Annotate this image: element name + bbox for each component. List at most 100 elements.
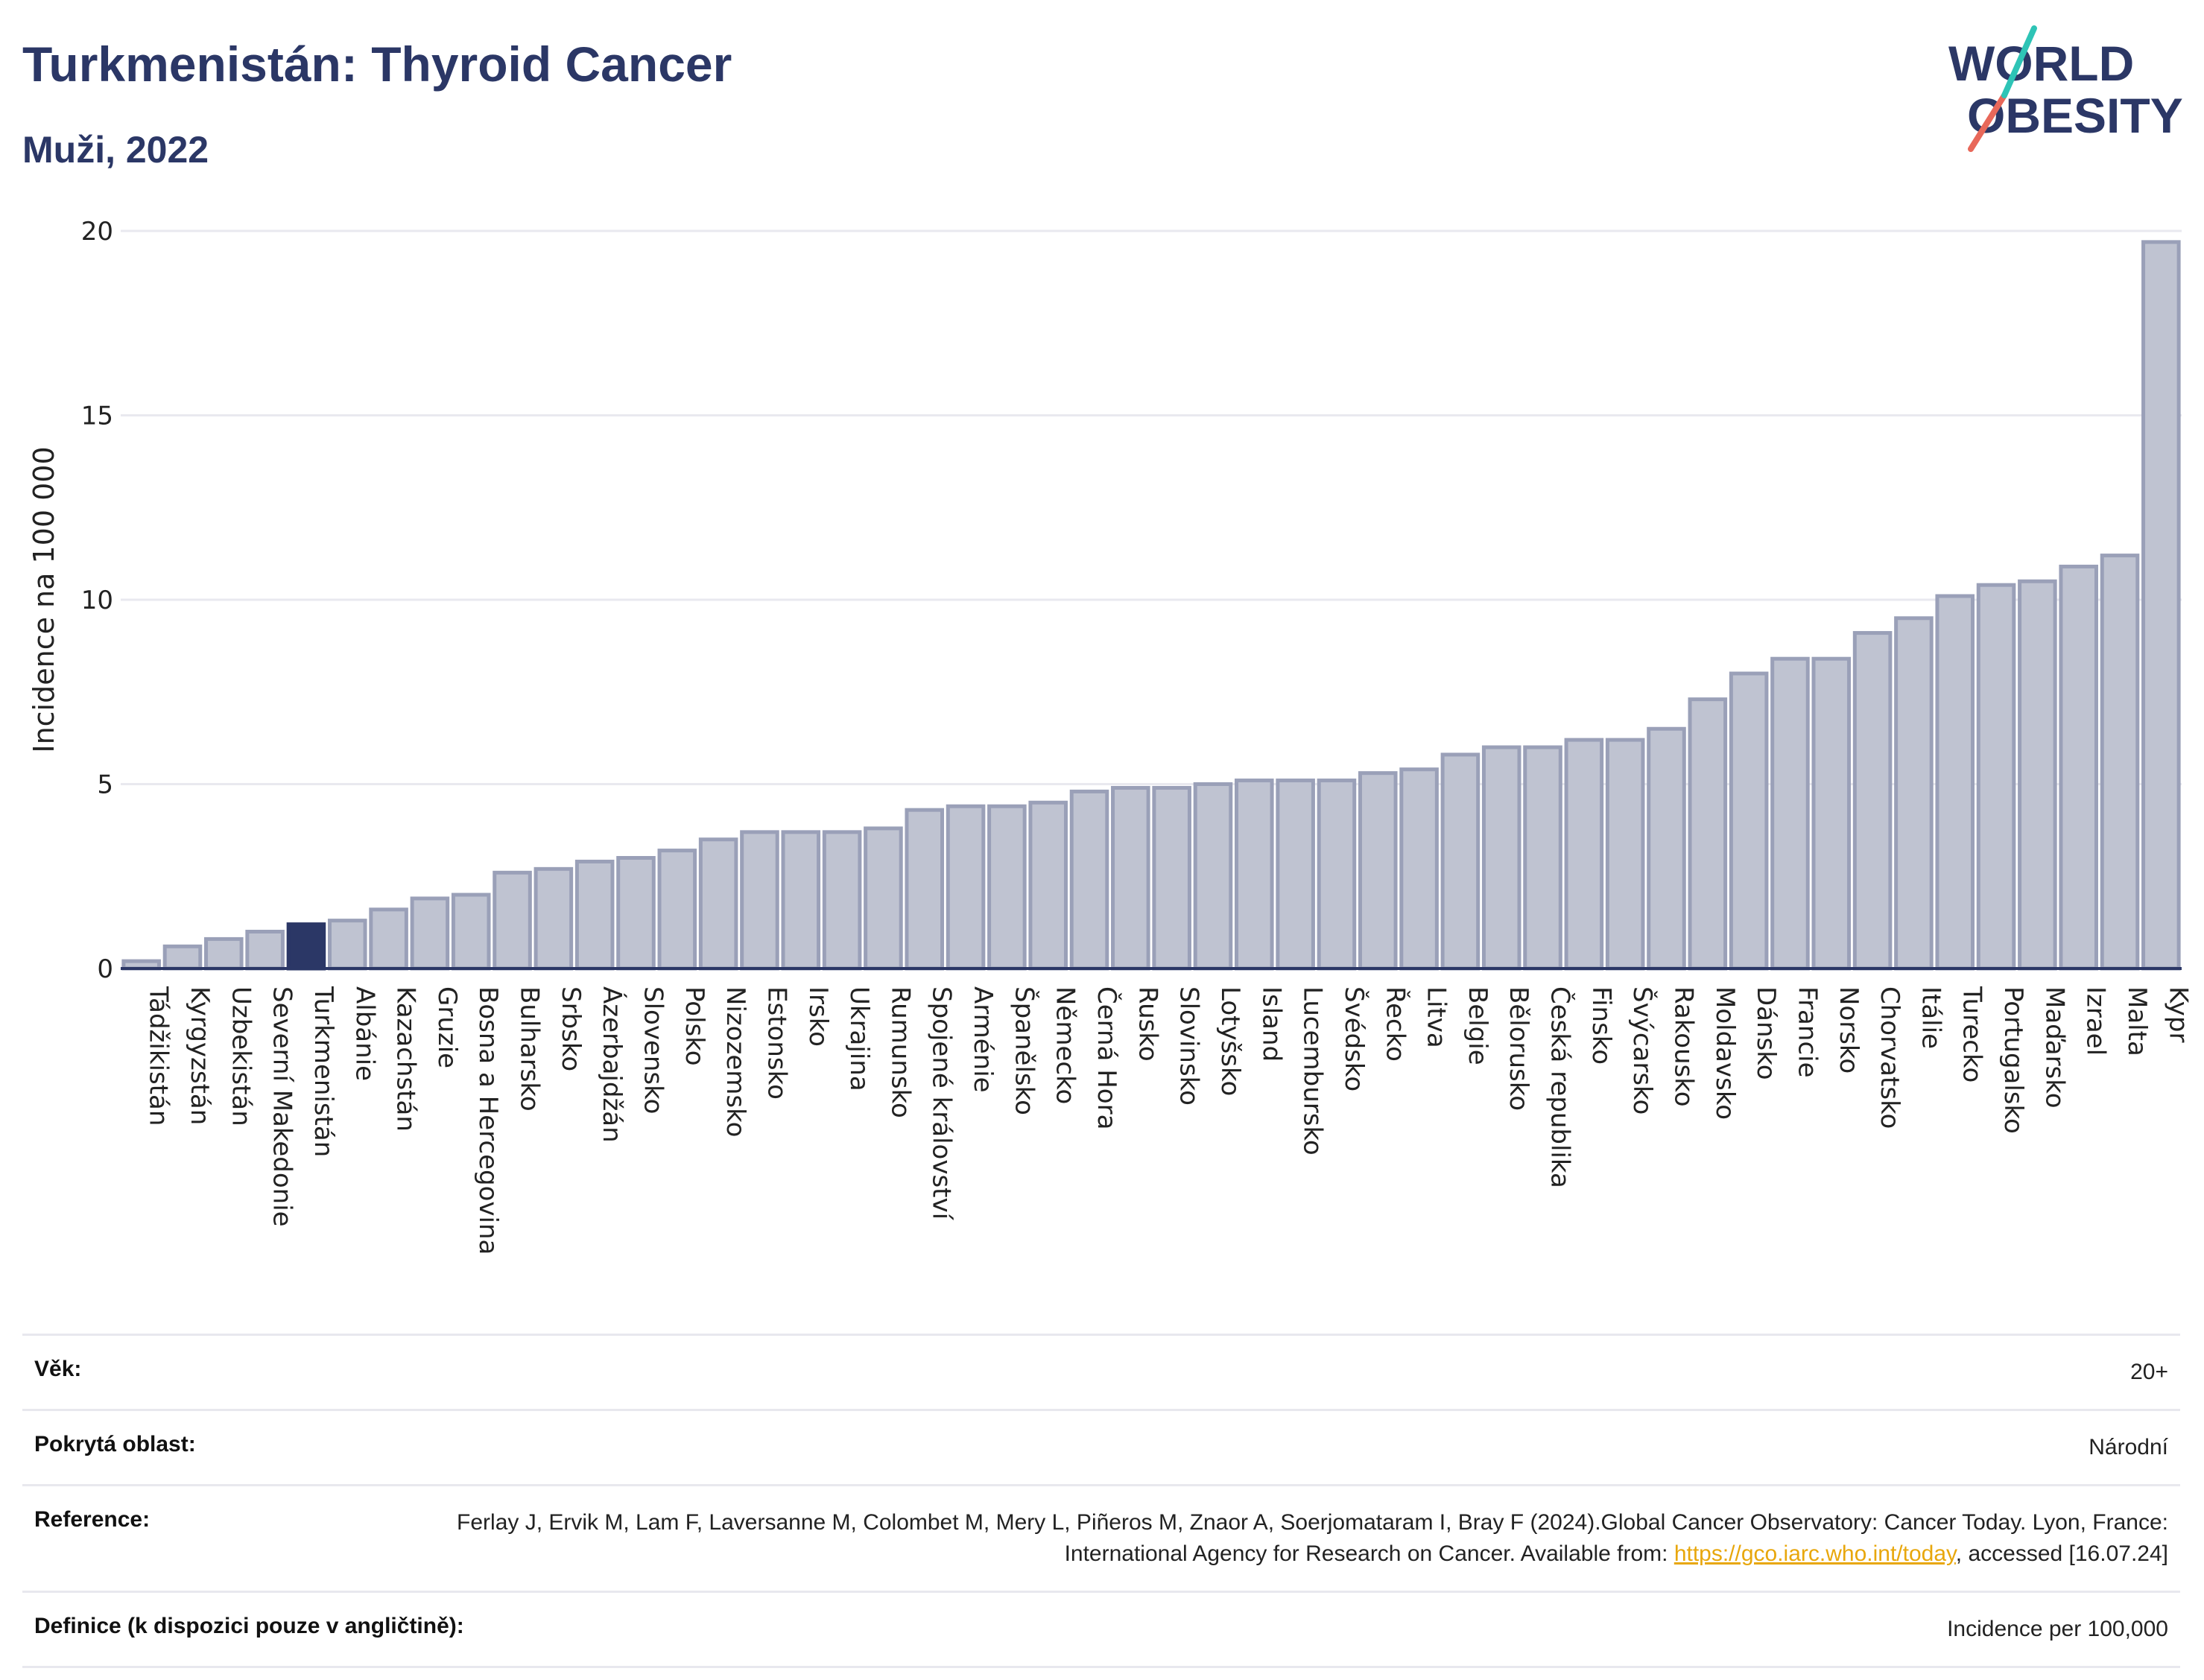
bar — [1564, 738, 1604, 971]
y-tick-label: 0 — [97, 954, 113, 984]
definition-label: Definice (k dispozici pouze v angličtině… — [34, 1614, 464, 1638]
bar — [410, 896, 450, 971]
logo-line1: WORLD — [1948, 36, 2134, 91]
x-tick-label: Švédsko — [1339, 986, 1369, 1091]
bar — [1152, 785, 1191, 971]
info-table: Věk: 20+ Pokrytá oblast: Národní Referen… — [22, 1334, 2180, 1668]
x-tick-label: Bělorusko — [1504, 986, 1533, 1111]
x-tick-label: Itálie — [1916, 986, 1945, 1049]
x-tick-label: Slovinsko — [1174, 986, 1204, 1106]
x-tick-label: Polsko — [680, 986, 709, 1066]
x-tick-label: Norsko — [1834, 986, 1863, 1074]
x-tick-label: Litva — [1422, 986, 1451, 1048]
bar — [616, 856, 656, 971]
x-tick-label: Finsko — [1586, 986, 1616, 1065]
x-tick-label: Švýcarsko — [1627, 986, 1658, 1115]
info-row-definition: Definice (k dispozici pouze v angličtině… — [22, 1591, 2180, 1668]
info-row-reference: Reference: Ferlay J, Ervik M, Lam F, Lav… — [22, 1484, 2180, 1591]
x-tick-label: Kypr — [2163, 986, 2193, 1043]
bar — [245, 930, 285, 971]
x-tick-label: Izrael — [2081, 986, 2111, 1056]
logo-slash-teal — [2001, 25, 2037, 98]
bar — [369, 907, 408, 971]
reference-link[interactable]: https://gco.iarc.who.int/today — [1673, 1541, 1956, 1566]
x-tick-label: Řecko — [1380, 986, 1410, 1062]
world-obesity-logo: WORLD OBESITY — [1948, 25, 2183, 152]
bar — [1688, 697, 1728, 971]
y-tick-label: 15 — [81, 402, 113, 431]
bar — [1976, 583, 2016, 971]
bar — [1235, 779, 1274, 971]
x-axis-ticks: Tádžikistán Kyrgyzstán Uzbekistán Severní M… — [144, 986, 2194, 1255]
definition-value: Incidence per 100,000 — [1947, 1617, 2168, 1641]
x-tick-label: Turkmenistán — [308, 986, 338, 1157]
bar — [1647, 726, 1686, 971]
x-tick-label: Bulharsko — [515, 986, 545, 1112]
x-tick-label: Moldavsko — [1710, 986, 1740, 1120]
bar — [1729, 671, 1769, 971]
x-tick-label: Nizozemsko — [721, 986, 750, 1137]
x-tick-label: Malta — [2122, 986, 2152, 1056]
reference-text-end: , accessed [16.07.24] — [1955, 1541, 2168, 1566]
x-tick-label: Španělsko — [1009, 986, 1039, 1115]
bar — [162, 944, 203, 971]
bar — [574, 859, 615, 971]
x-tick-label: Albánie — [349, 986, 379, 1081]
y-tick-label: 5 — [97, 770, 113, 800]
x-tick-label: Irsko — [803, 986, 833, 1047]
bar — [1399, 767, 1439, 971]
bar — [740, 830, 779, 971]
info-row-age: Věk: 20+ — [22, 1334, 2180, 1409]
bar — [1770, 656, 1810, 971]
x-tick-label: Rakousko — [1669, 986, 1699, 1107]
bar — [451, 893, 491, 971]
x-tick-label: Spojené království — [927, 986, 957, 1221]
bar — [1811, 656, 1852, 971]
y-axis-ticks: 0 5 10 15 20 — [81, 217, 113, 984]
bar — [946, 804, 986, 971]
x-tick-label: Lucembursko — [1298, 986, 1328, 1156]
reference-label: Reference: — [34, 1507, 151, 1532]
bar-highlight — [286, 922, 326, 971]
x-tick-label: Slovensko — [639, 986, 668, 1114]
bar — [327, 919, 367, 971]
x-tick-label: Rumunsko — [885, 986, 915, 1118]
bar — [781, 830, 821, 971]
bar — [905, 808, 945, 971]
bar — [2100, 554, 2140, 971]
area-label: Pokrytá oblast: — [34, 1432, 196, 1456]
x-tick-label: Kazachstán — [391, 986, 421, 1132]
bar — [204, 936, 244, 971]
x-tick-label: Estonsko — [761, 986, 791, 1100]
bar — [1193, 782, 1233, 971]
bar — [1069, 789, 1109, 971]
x-tick-label: Lotyšsko — [1215, 986, 1245, 1096]
bar — [2059, 564, 2098, 971]
x-tick-label: Uzbekistán — [226, 986, 256, 1126]
bar — [1111, 785, 1150, 971]
x-tick-label: Tádžikistán — [144, 986, 174, 1126]
x-tick-label: Kyrgyzstán — [185, 986, 215, 1125]
x-tick-label: Gruzie — [432, 986, 462, 1068]
x-tick-label: Ázerbajdžán — [597, 986, 627, 1143]
bar — [1852, 631, 1893, 971]
x-tick-label: Ukrajina — [844, 986, 874, 1091]
bar — [493, 870, 532, 971]
age-value: 20+ — [2130, 1360, 2168, 1384]
x-tick-label: Turecko — [1957, 986, 1987, 1083]
y-axis-label: Incidence na 100 000 — [28, 446, 60, 752]
logo-slash-coral — [1968, 92, 2007, 152]
x-tick-label: Arménie — [968, 986, 998, 1093]
y-tick-label: 20 — [81, 217, 113, 247]
x-tick-label: Portugalsko — [1998, 986, 2028, 1134]
bar — [864, 826, 903, 971]
y-tick-label: 10 — [81, 586, 113, 615]
bar — [2141, 240, 2181, 971]
page-subtitle: Muži, 2022 — [22, 129, 209, 171]
bar — [698, 837, 738, 971]
bar — [1440, 752, 1481, 971]
bar — [1935, 594, 1975, 971]
bar — [1028, 800, 1068, 971]
x-tick-label: Bosna a Hercegovina — [473, 986, 503, 1255]
bar — [1358, 771, 1398, 971]
